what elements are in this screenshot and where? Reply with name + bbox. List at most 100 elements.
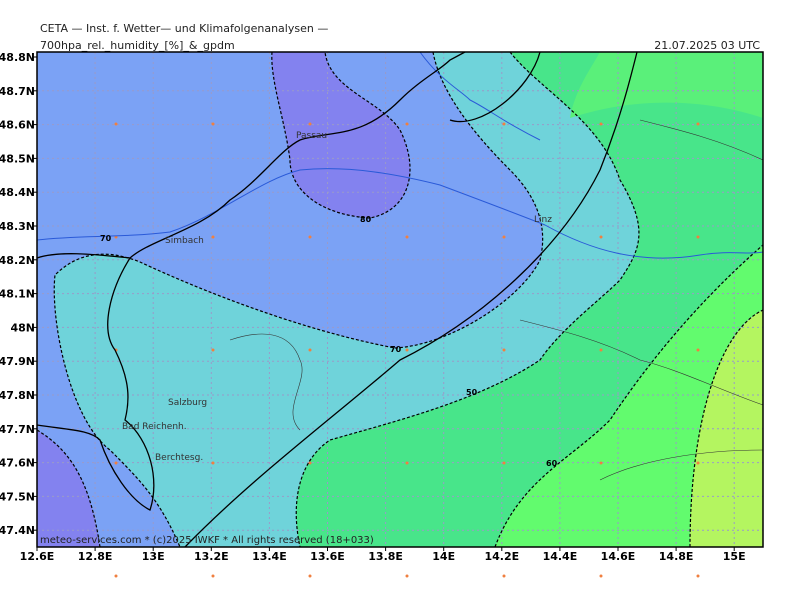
x-axis-label: 14E <box>432 550 455 563</box>
station-dot <box>502 348 506 352</box>
station-dot <box>405 122 409 126</box>
product-suffix: _&_gpdm <box>182 39 234 52</box>
station-dot <box>211 574 215 578</box>
station-dot <box>114 574 118 578</box>
station-dot <box>308 348 312 352</box>
y-axis-label: 47.5N <box>0 490 35 503</box>
station-dot <box>211 122 215 126</box>
y-axis-label: 48.8N <box>0 51 35 64</box>
place-label: Simbach <box>165 236 204 246</box>
x-axis-label: 12.6E <box>20 550 55 563</box>
y-axis-label: 47.6N <box>0 457 35 470</box>
contour-label: 80 <box>360 215 372 224</box>
isoline <box>271 51 411 219</box>
x-axis-label: 14.8E <box>659 550 694 563</box>
contour-label: 50 <box>466 388 478 397</box>
axes: 48.8N 48.7N 48.6N 48.5N 48.4N 48.3N 48.2N 48.1N… <box>0 51 746 563</box>
contour-label: 60 <box>546 459 558 468</box>
x-axis-label: 15E <box>723 550 746 563</box>
grid <box>37 52 763 578</box>
road <box>184 51 638 548</box>
map-field <box>36 51 764 578</box>
isoline <box>53 51 544 548</box>
driest-region <box>690 310 763 547</box>
y-axis-label: 48N <box>10 321 35 334</box>
x-axis-label: 14.2E <box>484 550 519 563</box>
station-dot <box>405 461 409 465</box>
station-dot <box>502 235 506 239</box>
product-prefix: 700hpa_rel._humidity_ <box>40 39 165 52</box>
y-axis-label: 47.4N <box>0 524 35 537</box>
station-dot <box>405 348 409 352</box>
district-line <box>229 119 764 481</box>
contour-label: 70 <box>100 234 112 243</box>
humid-region <box>37 430 100 547</box>
station-dot <box>308 122 312 126</box>
station-dot <box>114 122 118 126</box>
place-label: Bad Reichenh. <box>122 422 187 432</box>
isoline <box>689 309 764 548</box>
y-axis-label: 48.6N <box>0 119 35 132</box>
y-axis-label: 48.7N <box>0 85 35 98</box>
x-axis-label: 13E <box>142 550 165 563</box>
station-dot <box>405 574 409 578</box>
product: 700hpa_rel._humidity_[%]_&_gpdm <box>40 39 235 52</box>
station-dot <box>599 122 603 126</box>
border <box>36 51 541 511</box>
mid-region <box>54 52 639 547</box>
x-axis-label: 13.2E <box>194 550 229 563</box>
y-axis-label: 47.8N <box>0 389 35 402</box>
place-label: Salzburg <box>168 398 207 408</box>
station-dot <box>599 348 603 352</box>
isoline <box>494 244 764 548</box>
station-dot <box>211 461 215 465</box>
y-axis-label: 48.1N <box>0 288 35 301</box>
station-dot <box>502 574 506 578</box>
station-dot <box>405 235 409 239</box>
product-unit: [%] <box>164 39 183 52</box>
map-frame <box>36 51 764 548</box>
x-axis-label: 14.6E <box>601 550 636 563</box>
station-dot <box>696 461 700 465</box>
contour-label: 70 <box>390 345 402 354</box>
x-axis-label: 14.4E <box>543 550 578 563</box>
place-label: Berchtesg. <box>155 453 203 463</box>
place-label: Passau <box>296 131 327 141</box>
station-dot <box>696 122 700 126</box>
x-axis-label: 13.4E <box>252 550 287 563</box>
station-dot <box>502 122 506 126</box>
y-axis-label: 48.5N <box>0 152 35 165</box>
station-dot <box>211 348 215 352</box>
station-dot <box>114 461 118 465</box>
station-dot <box>599 235 603 239</box>
place-label: Linz <box>534 215 552 225</box>
isoline <box>36 429 101 548</box>
x-axis-label: 13.8E <box>368 550 403 563</box>
y-axis-label: 47.7N <box>0 423 35 436</box>
y-axis-label: 47.9N <box>0 355 35 368</box>
y-axis-label: 48.2N <box>0 254 35 267</box>
river <box>419 51 541 141</box>
y-axis-label: 48.3N <box>0 220 35 233</box>
station-dot <box>211 235 215 239</box>
isoline <box>295 51 640 548</box>
x-axis-label: 12.8E <box>78 550 113 563</box>
footer: meteo-services.com * (c)2025 IWKF * All … <box>40 535 374 546</box>
station-dot <box>696 574 700 578</box>
institute: CETA — Inst. f. Wetter— und Klimafolgena… <box>40 22 328 35</box>
station-dot <box>696 235 700 239</box>
station-dot <box>599 574 603 578</box>
valid-time: 21.07.2025 03 UTC <box>654 39 760 52</box>
x-axis-label: 13.6E <box>310 550 345 563</box>
station-dot <box>308 461 312 465</box>
station-dot <box>308 235 312 239</box>
river <box>36 168 764 259</box>
humid-region <box>271 52 410 218</box>
y-axis-label: 48.4N <box>0 186 35 199</box>
station-dot <box>696 348 700 352</box>
station-dot <box>308 574 312 578</box>
station-dot <box>599 461 603 465</box>
station-dot <box>502 461 506 465</box>
dry-region <box>296 52 763 547</box>
